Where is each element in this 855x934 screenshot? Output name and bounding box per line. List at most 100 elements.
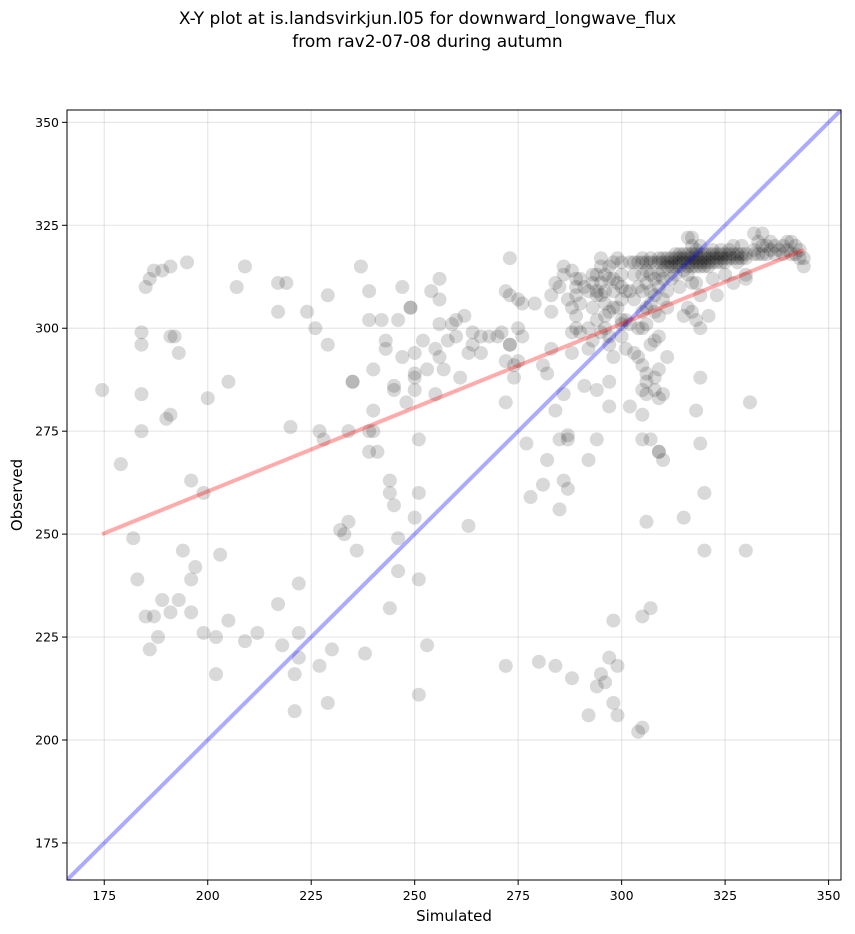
data-point <box>175 543 190 558</box>
data-point <box>780 243 795 257</box>
data-point <box>291 650 306 665</box>
data-point <box>697 485 712 500</box>
data-point <box>705 255 720 270</box>
data-point <box>651 267 666 282</box>
data-point <box>146 263 161 278</box>
data-point <box>593 288 608 303</box>
data-point <box>701 255 716 270</box>
chart-title-line1: X-Y plot at is.landsvirkjun.l05 for down… <box>178 9 677 29</box>
data-point <box>511 354 526 369</box>
data-point <box>614 317 629 332</box>
data-point <box>697 247 712 262</box>
data-point <box>726 238 741 253</box>
data-point <box>647 271 662 286</box>
data-point <box>755 247 770 262</box>
data-point <box>213 547 228 562</box>
data-point <box>684 275 699 290</box>
data-point <box>639 275 654 290</box>
data-point <box>747 247 762 262</box>
data-point <box>320 695 335 710</box>
data-point <box>676 308 691 323</box>
data-point <box>333 523 348 537</box>
data-point <box>763 243 778 257</box>
data-point <box>271 304 286 319</box>
data-point <box>540 366 555 381</box>
data-point <box>639 263 654 278</box>
data-point <box>577 280 592 295</box>
data-point <box>742 395 757 410</box>
data-point <box>664 259 679 274</box>
data-point <box>627 345 642 360</box>
x-tick-label: 300 <box>610 888 634 903</box>
data-point <box>709 255 724 270</box>
data-point <box>684 251 699 266</box>
data-point <box>407 383 422 397</box>
data-point <box>399 395 414 410</box>
data-point <box>358 646 373 661</box>
data-point <box>767 238 782 253</box>
data-point <box>689 313 704 327</box>
data-point <box>672 259 687 274</box>
data-point <box>784 247 799 262</box>
data-point <box>279 275 294 290</box>
data-point <box>664 251 679 266</box>
data-point <box>656 453 671 467</box>
data-point <box>564 300 579 315</box>
data-point <box>564 671 579 686</box>
data-point <box>693 238 708 253</box>
data-point <box>523 490 538 505</box>
data-point <box>415 333 430 348</box>
data-point <box>221 613 236 628</box>
data-point <box>593 667 608 682</box>
chart-title: X-Y plot at is.landsvirkjun.l05 for down… <box>0 8 855 54</box>
data-point <box>672 247 687 262</box>
data-point <box>635 383 650 397</box>
data-point <box>684 255 699 270</box>
data-point <box>627 267 642 282</box>
data-point <box>573 296 588 311</box>
data-point <box>134 387 149 402</box>
data-point <box>598 308 613 323</box>
data-point <box>622 399 637 414</box>
data-point <box>155 263 170 278</box>
data-point <box>420 638 435 653</box>
data-point <box>511 321 526 336</box>
data-point <box>680 247 695 262</box>
data-point <box>606 300 621 315</box>
data-point <box>556 387 571 402</box>
data-point <box>631 255 646 270</box>
data-point <box>585 267 600 282</box>
grid <box>67 110 841 880</box>
data-point <box>200 391 215 406</box>
data-point <box>386 498 401 513</box>
data-point <box>560 428 575 443</box>
data-point <box>320 337 335 352</box>
data-point <box>498 395 513 410</box>
data-point <box>552 502 567 517</box>
data-point <box>693 255 708 270</box>
data-point <box>498 658 513 673</box>
data-point <box>788 238 803 253</box>
data-point <box>560 432 575 447</box>
data-point <box>643 296 658 311</box>
data-point <box>784 234 799 249</box>
data-point <box>366 424 381 439</box>
data-point <box>635 284 650 299</box>
data-point <box>664 255 679 270</box>
data-point <box>602 304 617 319</box>
data-point <box>697 543 712 558</box>
data-point <box>751 247 766 262</box>
data-point <box>726 275 741 290</box>
data-point <box>651 444 666 459</box>
y-tick-label: 200 <box>35 733 59 748</box>
data-point <box>647 304 662 319</box>
data-point <box>391 531 406 546</box>
data-point <box>697 255 712 270</box>
x-tick-label: 200 <box>196 888 220 903</box>
data-point <box>300 304 315 319</box>
data-point <box>569 271 584 286</box>
data-point <box>544 341 559 356</box>
data-point <box>362 313 377 327</box>
data-point <box>287 667 302 682</box>
y-tick-label: 325 <box>35 218 59 233</box>
